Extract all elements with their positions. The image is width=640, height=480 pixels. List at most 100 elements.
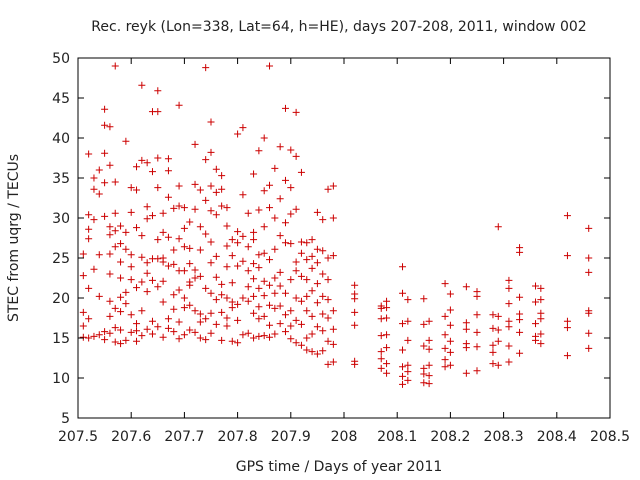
data-point: [234, 262, 242, 270]
data-point: [324, 296, 332, 304]
data-point: [154, 184, 162, 192]
data-point: [180, 224, 188, 232]
data-point: [420, 370, 428, 378]
data-point: [207, 148, 215, 156]
data-point: [111, 62, 119, 70]
data-point: [180, 243, 188, 251]
data-point: [255, 147, 263, 155]
data-point: [186, 281, 194, 289]
data-point: [138, 332, 146, 340]
data-point: [127, 184, 135, 192]
data-point: [228, 252, 236, 260]
data-point: [218, 185, 226, 193]
data-point: [212, 211, 220, 219]
data-point: [143, 269, 151, 277]
data-point: [111, 304, 119, 312]
data-point: [90, 174, 98, 182]
data-point: [244, 283, 252, 291]
data-point: [297, 320, 305, 328]
data-point: [266, 256, 274, 264]
data-point: [462, 325, 470, 333]
data-point: [170, 291, 178, 299]
data-point: [425, 361, 433, 369]
data-point: [90, 216, 98, 224]
data-point: [292, 258, 300, 266]
data-point: [446, 337, 454, 345]
data-point: [260, 312, 268, 320]
y-axis-label: STEC from uqrg / TECUs: [6, 154, 22, 322]
data-point: [287, 146, 295, 154]
data-point: [79, 308, 87, 316]
data-point: [404, 368, 412, 376]
y-tick-label: 5: [61, 411, 70, 427]
data-point: [180, 304, 188, 312]
data-point: [494, 361, 502, 369]
data-point: [250, 236, 258, 244]
data-point: [122, 336, 130, 344]
data-point: [260, 223, 268, 231]
data-point: [303, 276, 311, 284]
data-point: [505, 284, 513, 292]
x-tick-label: 208.1: [377, 429, 417, 445]
data-point: [420, 379, 428, 387]
data-point: [250, 292, 258, 300]
data-point: [473, 343, 481, 351]
data-point: [170, 246, 178, 254]
data-point: [196, 186, 204, 194]
data-point: [180, 267, 188, 275]
data-point: [117, 308, 125, 316]
data-point: [266, 301, 274, 309]
data-point: [218, 202, 226, 210]
data-point: [207, 182, 215, 190]
data-point: [244, 329, 252, 337]
data-point: [255, 332, 263, 340]
data-point: [207, 259, 215, 267]
data-point: [260, 292, 268, 300]
data-point: [281, 328, 289, 336]
data-point: [164, 324, 172, 332]
data-point: [117, 222, 125, 230]
data-point: [441, 280, 449, 288]
data-point: [377, 304, 385, 312]
data-point: [462, 344, 470, 352]
data-point: [473, 328, 481, 336]
data-point: [297, 272, 305, 280]
data-point: [516, 248, 524, 256]
data-point: [255, 315, 263, 323]
data-point: [101, 121, 109, 129]
data-point: [266, 204, 274, 212]
data-point: [255, 264, 263, 272]
data-point: [85, 225, 93, 233]
data-point: [494, 312, 502, 320]
data-point: [281, 239, 289, 247]
y-tick-label: 40: [52, 131, 70, 147]
y-tick-label: 45: [52, 91, 70, 107]
data-point: [111, 324, 119, 332]
data-point: [218, 280, 226, 288]
data-point: [399, 372, 407, 380]
data-point: [383, 331, 391, 339]
data-point: [297, 341, 305, 349]
data-point: [79, 322, 87, 330]
data-point: [505, 276, 513, 284]
data-point: [212, 165, 220, 173]
data-point: [276, 143, 284, 151]
data-point: [228, 304, 236, 312]
data-point: [329, 340, 337, 348]
data-point: [148, 212, 156, 220]
data-point: [297, 297, 305, 305]
data-point: [239, 331, 247, 339]
data-point: [260, 332, 268, 340]
data-point: [170, 204, 178, 212]
data-point: [223, 314, 231, 322]
data-point: [377, 364, 385, 372]
data-point: [223, 222, 231, 230]
data-point: [276, 302, 284, 310]
data-point: [244, 209, 252, 217]
data-point: [180, 331, 188, 339]
data-point: [170, 305, 178, 313]
data-point: [148, 168, 156, 176]
data-point: [122, 300, 130, 308]
data-point: [191, 266, 199, 274]
data-point: [138, 278, 146, 286]
